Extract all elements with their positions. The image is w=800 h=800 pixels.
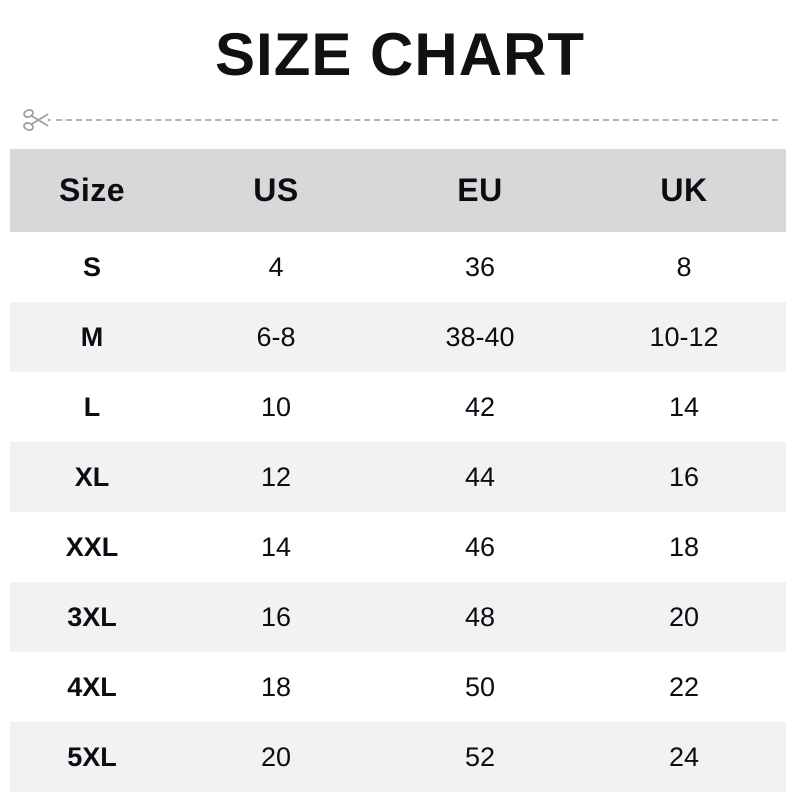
cell-us: 10 — [260, 391, 292, 422]
cell-uk: 14 — [668, 391, 700, 422]
cell-size: 3XL — [67, 601, 117, 632]
table-row: 3XL 16 48 20 — [10, 582, 786, 652]
cell-size: S — [82, 251, 101, 282]
column-header-size: Size — [58, 172, 126, 208]
cell-size: 4XL — [67, 671, 117, 702]
cell-uk: 10-12 — [649, 321, 719, 352]
cut-line — [22, 104, 778, 136]
cell-eu: 44 — [464, 461, 496, 492]
cell-us: 12 — [260, 461, 292, 492]
table-header-row: Size US EU UK — [10, 149, 786, 232]
cell-us: 4 — [268, 251, 284, 282]
cell-uk: 18 — [668, 531, 700, 562]
cell-uk: 24 — [668, 741, 700, 772]
cell-eu: 36 — [464, 251, 496, 282]
cell-uk: 8 — [676, 251, 692, 282]
cell-size: XL — [74, 461, 110, 492]
size-chart-table: Size US EU UK S 4 36 8 M 6-8 38-40 10-12… — [10, 149, 786, 792]
cell-eu: 42 — [464, 391, 496, 422]
cell-us: 18 — [260, 671, 292, 702]
cell-size: M — [80, 321, 104, 352]
cell-eu: 50 — [464, 671, 496, 702]
dashed-cut-line — [56, 119, 778, 121]
table-row: L 10 42 14 — [10, 372, 786, 442]
column-header-us: US — [253, 172, 299, 208]
cell-size: 5XL — [67, 741, 117, 772]
table-row: M 6-8 38-40 10-12 — [10, 302, 786, 372]
cell-eu: 48 — [464, 601, 496, 632]
cell-eu: 38-40 — [445, 321, 515, 352]
cell-uk: 22 — [668, 671, 700, 702]
cell-us: 14 — [260, 531, 292, 562]
column-header-uk: UK — [660, 172, 708, 208]
cell-us: 20 — [260, 741, 292, 772]
page-title: SIZE CHART — [215, 21, 585, 88]
table-row: S 4 36 8 — [10, 232, 786, 302]
table-row: XL 12 44 16 — [10, 442, 786, 512]
column-header-eu: EU — [457, 172, 503, 208]
cell-size: L — [83, 391, 101, 422]
table-row: 4XL 18 50 22 — [10, 652, 786, 722]
cell-us: 6-8 — [256, 321, 296, 352]
cell-eu: 46 — [464, 531, 496, 562]
cell-us: 16 — [260, 601, 292, 632]
cell-eu: 52 — [464, 741, 496, 772]
cell-uk: 20 — [668, 601, 700, 632]
scissors-icon — [22, 106, 52, 134]
table-row: 5XL 20 52 24 — [10, 722, 786, 792]
cell-uk: 16 — [668, 461, 700, 492]
cell-size: XXL — [65, 531, 119, 562]
table-row: XXL 14 46 18 — [10, 512, 786, 582]
